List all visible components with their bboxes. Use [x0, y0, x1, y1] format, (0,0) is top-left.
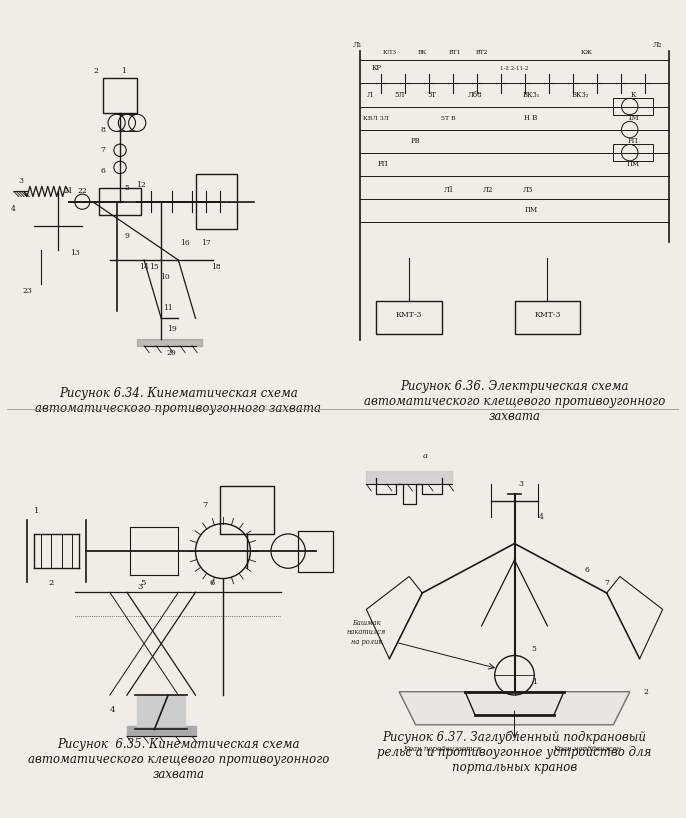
Text: ВК: ВК	[418, 50, 427, 55]
Text: ВТ2: ВТ2	[475, 50, 488, 55]
Text: 5: 5	[532, 645, 536, 653]
Text: 3: 3	[137, 583, 143, 591]
Bar	[514, 301, 580, 334]
Text: 3: 3	[18, 178, 23, 185]
Text: Рисунок  6.35. Кинематическая схема
автоматического клещевого противоугонного
за: Рисунок 6.35. Кинематическая схема автом…	[27, 738, 329, 781]
Text: ПМ: ПМ	[626, 160, 639, 168]
Bar	[220, 486, 274, 534]
Text: 1: 1	[121, 67, 126, 75]
Polygon shape	[399, 692, 630, 725]
Text: 5Т В: 5Т В	[441, 115, 456, 121]
Text: РП: РП	[628, 137, 639, 145]
Text: 18: 18	[211, 263, 221, 271]
Text: 16: 16	[180, 239, 190, 247]
Text: 1: 1	[532, 678, 536, 685]
Text: 22: 22	[78, 187, 87, 196]
Text: Рисунок 6.37. Заглубленный подкрановый
рельс а и противоугонное устройство для
п: Рисунок 6.37. Заглубленный подкрановый р…	[377, 730, 652, 774]
Text: 23: 23	[23, 287, 32, 295]
Bar	[613, 98, 653, 115]
Text: 2: 2	[48, 579, 54, 587]
Text: Л: Л	[367, 91, 372, 99]
Text: Л₁: Л₁	[353, 41, 362, 49]
Bar	[298, 531, 333, 572]
Text: КР: КР	[371, 65, 381, 72]
Text: 3: 3	[519, 480, 523, 488]
Text: а: а	[423, 452, 427, 460]
Text: 8: 8	[100, 126, 106, 133]
Bar	[376, 301, 442, 334]
Text: 4: 4	[110, 706, 115, 714]
Text: Кран передвигается: Кран передвигается	[403, 745, 481, 753]
Text: 21: 21	[64, 187, 73, 196]
Text: Рисунок 6.36. Электрическая схема
автоматического клещевого противоугонного
захв: Рисунок 6.36. Электрическая схема автома…	[364, 380, 665, 423]
Text: ВКЗ₁: ВКЗ₁	[522, 91, 540, 99]
Text: 10: 10	[160, 273, 169, 281]
Text: Башмак
накатился
на ролик: Башмак накатился на ролик	[346, 619, 386, 645]
Bar	[99, 188, 141, 215]
Text: ПМ: ПМ	[524, 206, 538, 213]
Text: ВТ1: ВТ1	[449, 50, 462, 55]
Text: 1: 1	[34, 507, 40, 515]
Text: 1М: 1М	[627, 114, 639, 122]
Text: 12: 12	[136, 181, 145, 189]
Bar	[196, 174, 237, 229]
Text: РВ: РВ	[411, 137, 421, 145]
Text: 6: 6	[209, 579, 215, 587]
Text: Л1: Л1	[443, 187, 454, 194]
Text: 2: 2	[643, 688, 649, 696]
Text: КМТ-3: КМТ-3	[396, 312, 423, 319]
Text: Н В: Н В	[524, 114, 538, 122]
Text: 13: 13	[71, 249, 80, 257]
Text: 11: 11	[163, 304, 173, 312]
Text: 7: 7	[100, 146, 106, 155]
Text: КЖ: КЖ	[581, 50, 593, 55]
Text: 19: 19	[167, 325, 176, 333]
Text: Л₂: Л₂	[653, 41, 662, 49]
Text: 5: 5	[124, 184, 130, 192]
Text: 4: 4	[539, 513, 543, 521]
Text: 17: 17	[201, 239, 211, 247]
Text: ЗТ: ЗТ	[427, 91, 437, 99]
Text: 20: 20	[167, 348, 176, 357]
Text: РП: РП	[377, 160, 388, 168]
Text: ЛЗ: ЛЗ	[523, 187, 533, 194]
Text: Лб8: Лб8	[468, 91, 482, 99]
Text: 6: 6	[584, 566, 589, 574]
Text: 6: 6	[100, 167, 106, 175]
Text: Л2: Л2	[483, 187, 493, 194]
Text: 2: 2	[93, 67, 99, 75]
Bar	[103, 79, 137, 113]
Bar	[613, 145, 653, 161]
Text: 1-2 2-11-2: 1-2 2-11-2	[500, 66, 529, 71]
Text: Кран неподвижен: Кран неподвижен	[553, 745, 621, 753]
Text: КВЛ ЗЛ: КВЛ ЗЛ	[364, 115, 389, 121]
Text: 5Л: 5Л	[394, 91, 405, 99]
Text: 15: 15	[150, 263, 159, 271]
Text: 4: 4	[11, 204, 16, 213]
Text: 7: 7	[202, 501, 208, 509]
Text: 9: 9	[124, 232, 130, 240]
Text: КЛЗ: КЛЗ	[382, 50, 397, 55]
Text: 7: 7	[604, 579, 609, 587]
Text: К: К	[630, 91, 636, 99]
Text: ВКЗ₂: ВКЗ₂	[571, 91, 589, 99]
Text: КМТ-3: КМТ-3	[534, 312, 560, 319]
Text: 5: 5	[141, 579, 146, 587]
Text: 14: 14	[139, 263, 149, 271]
Text: Рисунок 6.34. Кинематическая схема
автоматического противоугонного захвата: Рисунок 6.34. Кинематическая схема автом…	[36, 387, 321, 415]
